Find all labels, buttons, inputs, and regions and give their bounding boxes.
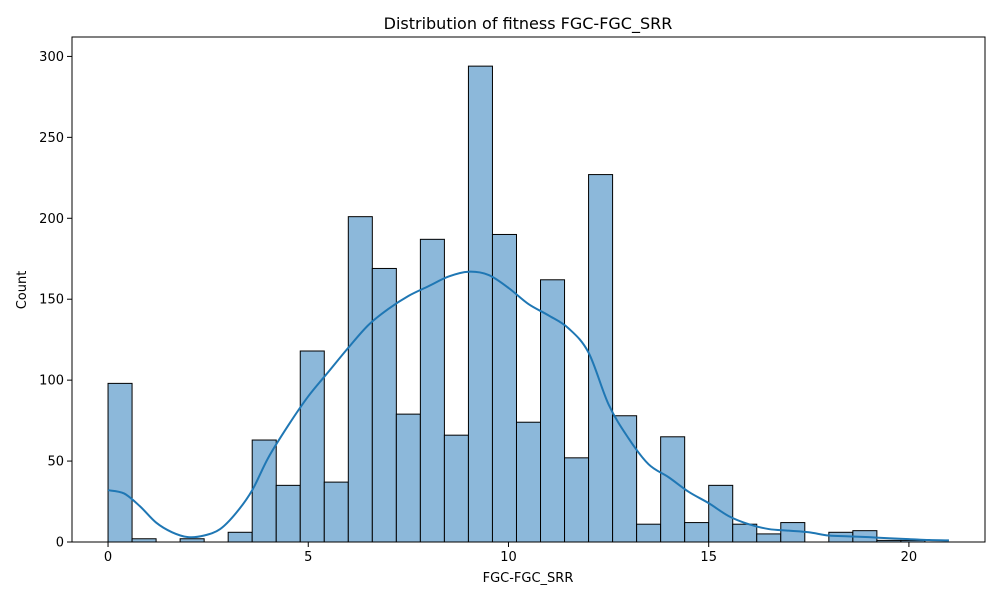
y-tick-label: 0 [56,536,64,551]
histogram-bar [636,523,662,543]
histogram-bar [660,436,686,543]
histogram-bar [227,531,253,543]
histogram-bar [732,523,758,543]
histogram-bar [419,238,445,543]
histogram-bar [251,439,277,543]
histogram-bar [443,434,469,543]
histogram-bar [684,522,710,543]
y-axis-label: Count [15,271,30,310]
y-tick-label: 250 [39,131,64,146]
x-tick-label: 15 [700,550,717,565]
x-tick-label: 10 [500,550,517,565]
x-tick-label: 0 [104,550,112,565]
histogram-bar [756,533,782,543]
chart-title: Distribution of fitness FGC-FGC_SRR [384,14,673,34]
x-axis-label: FGC-FGC_SRR [483,571,574,586]
x-tick-label: 5 [304,550,312,565]
x-axis-ticks: 0 5 10 15 20 [104,542,917,565]
histogram-bar [612,415,638,543]
y-tick-label: 150 [39,293,64,308]
histogram-bar [515,421,542,543]
kde-curve [107,270,949,542]
y-tick-label: 200 [39,212,64,227]
histogram-bar [323,481,349,543]
y-axis-ticks: 0 50 100 150 200 250 300 [39,50,72,551]
histogram-bar [395,413,421,543]
x-tick-label: 20 [901,550,918,565]
bars-group [107,65,926,543]
histogram-bar [564,457,590,543]
y-tick-label: 50 [47,455,64,470]
histogram-bar [347,216,373,543]
histogram-bar [588,174,614,543]
histogram-bar [708,484,734,543]
plot-frame [71,36,986,543]
histogram-bar [467,65,493,543]
histogram-bar [540,279,566,543]
histogram-bar [107,382,133,543]
histogram-bar [275,484,301,543]
histogram-bar [371,267,397,543]
y-tick-label: 100 [39,374,64,389]
y-tick-label: 300 [39,50,64,65]
histogram-bar [491,233,517,543]
